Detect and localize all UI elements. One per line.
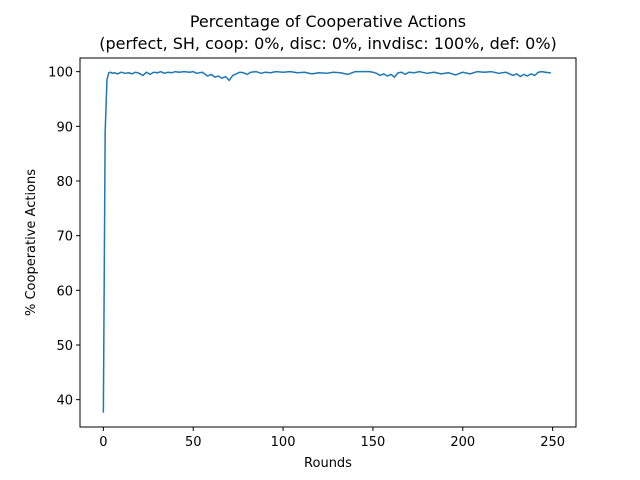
chart-title: Percentage of Cooperative Actions	[190, 12, 466, 31]
y-tick-label: 60	[56, 284, 73, 299]
x-tick-label: 100	[271, 435, 296, 450]
y-tick-label: 50	[56, 339, 73, 354]
y-axis-label: % Cooperative Actions	[24, 169, 39, 316]
y-tick-label: 80	[56, 175, 73, 190]
x-tick-label: 250	[540, 435, 565, 450]
y-tick-label: 100	[48, 66, 73, 81]
axis-ticks: 0 50 100 150 200 250 40 50 60 70 80 90 100	[48, 66, 565, 450]
x-tick-label: 50	[185, 435, 202, 450]
y-tick-label: 70	[56, 230, 73, 245]
chart-subtitle: (perfect, SH, coop: 0%, disc: 0%, invdis…	[99, 34, 557, 53]
series-line	[102, 70, 551, 413]
y-tick-label: 40	[56, 394, 73, 409]
x-axis-label: Rounds	[304, 456, 352, 471]
x-tick-label: 200	[450, 435, 475, 450]
x-tick-label: 150	[361, 435, 386, 450]
plot-area	[102, 70, 551, 413]
y-tick-label: 90	[56, 120, 73, 135]
plot-frame	[79, 57, 577, 428]
x-tick-label: 0	[99, 435, 107, 450]
